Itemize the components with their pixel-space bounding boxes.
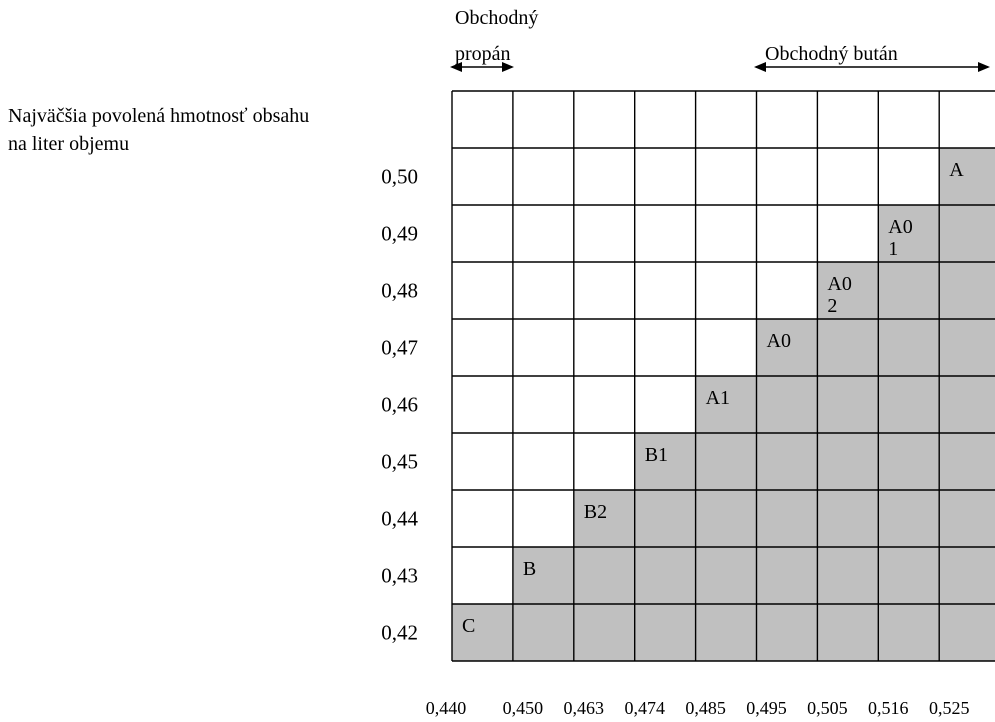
- bar-0: [452, 604, 513, 661]
- propane-label-line2: propán: [455, 43, 511, 65]
- x-tick-label-2: 0,463: [564, 698, 605, 718]
- x-tick-label-6: 0,505: [807, 698, 848, 718]
- propane-label-line1: Obchodný: [455, 7, 538, 29]
- propane-range-arrow: [450, 62, 514, 72]
- y-tick-label-1: 0,43: [381, 564, 418, 588]
- bar-label-4: A1: [706, 387, 730, 409]
- x-ticks: 0,440 0,450 0,463 0,474 0,485 0,495 0,505 0,516…: [426, 698, 970, 718]
- y-tick-label-5: 0,47: [381, 336, 418, 360]
- bar-label-8: A: [949, 159, 964, 181]
- y-tick-label-4: 0,46: [381, 393, 418, 417]
- y-ticks: 0,42 0,43 0,44 0,45 0,46 0,47 0,48 0,49 0,50: [381, 165, 418, 645]
- bar-label-7: A0 1: [888, 216, 912, 260]
- bar-2: [573, 490, 635, 661]
- bar-label-1: B: [523, 558, 536, 580]
- y-tick-label-6: 0,48: [381, 279, 418, 303]
- y-tick-label-7: 0,49: [381, 222, 418, 246]
- x-tick-label-8: 0,525: [929, 698, 970, 718]
- bar-4: [695, 376, 757, 661]
- bar-label-2: B2: [584, 501, 607, 523]
- x-tick-label-0: 0,440: [426, 698, 467, 718]
- bar-8: [939, 148, 995, 661]
- bar-label-5: A0: [767, 330, 791, 352]
- x-tick-label-3: 0,474: [624, 698, 665, 718]
- y-tick-label-3: 0,45: [381, 450, 418, 474]
- bar-6: [817, 262, 879, 661]
- x-tick-label-5: 0,495: [746, 698, 787, 718]
- bar-label-0: C: [462, 615, 475, 637]
- butane-range-arrow: [754, 62, 990, 72]
- y-tick-label-0: 0,42: [381, 621, 418, 645]
- x-tick-label-1: 0,450: [503, 698, 544, 718]
- bar-label-6: A0 2: [827, 273, 851, 317]
- x-tick-label-4: 0,485: [685, 698, 726, 718]
- y-tick-label-2: 0,44: [381, 507, 418, 531]
- bar-label-3: B1: [645, 444, 668, 466]
- y-axis-title-line1: Najväčšia povolená hmotnosť obsahu: [8, 105, 309, 127]
- x-tick-label-7: 0,516: [868, 698, 909, 718]
- y-tick-label-8: 0,50: [381, 165, 418, 189]
- y-axis-title-line2: na liter objemu: [8, 133, 129, 155]
- grid-lines: [451, 90, 995, 662]
- butane-label: Obchodný bután: [765, 43, 898, 65]
- bar-labels: C B B2 B1 A1 A0 A0 2 A0 1 A: [462, 159, 964, 637]
